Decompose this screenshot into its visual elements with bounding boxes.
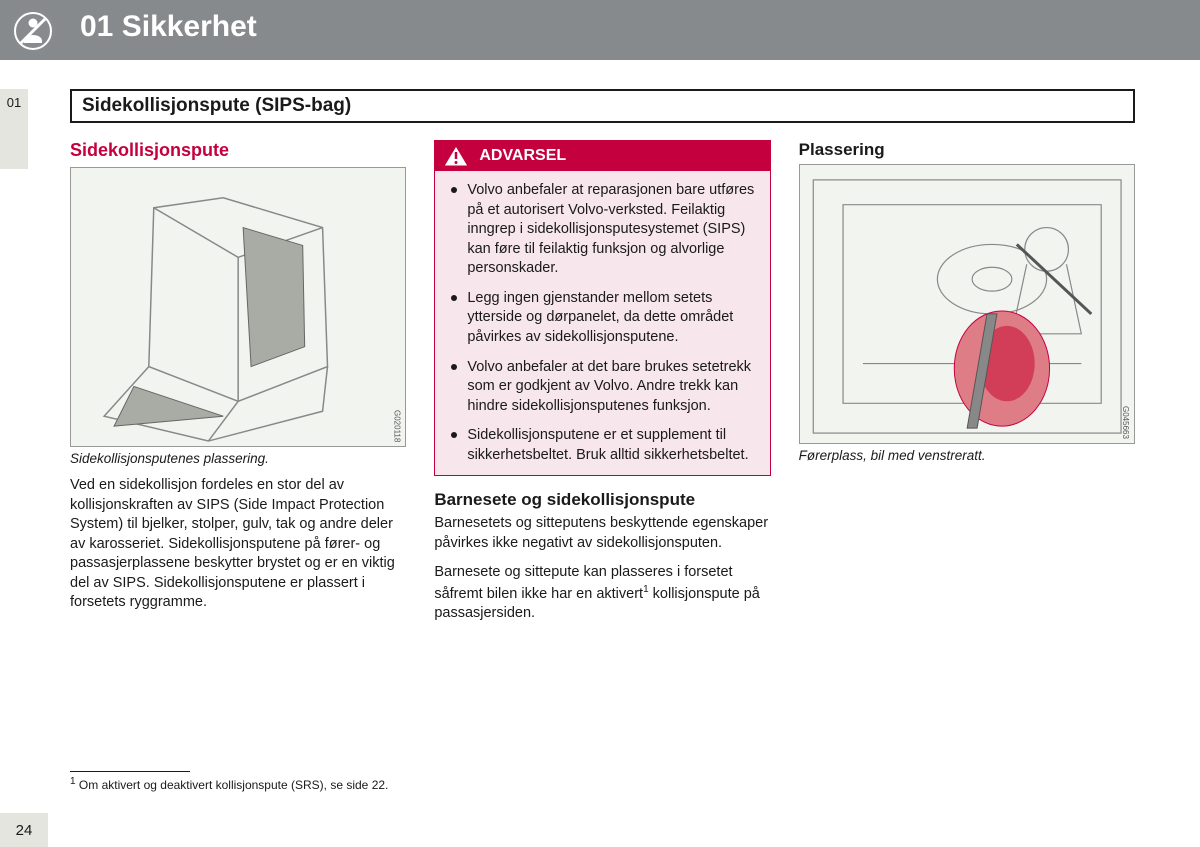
side-tab-label: 01 [7, 95, 21, 110]
page-number: 24 [0, 813, 48, 847]
figure-driver: G045663 [799, 164, 1135, 444]
chapter-header: 01 Sikkerhet [0, 0, 1200, 60]
figure1-code: G020118 [392, 410, 401, 442]
content-area: Sidekollisjonspute G020118 Sidekollisjon… [70, 140, 1135, 624]
footnote-marker: 1 [70, 776, 76, 787]
col3-heading: Plassering [799, 140, 1135, 160]
column-3: Plassering [799, 140, 1135, 624]
footnote-text: 1 Om aktivert og deaktivert kollisjonspu… [70, 778, 388, 792]
side-tab: 01 [0, 89, 28, 169]
warning-item: Volvo anbefaler at det bare brukes setet… [445, 358, 761, 417]
column-2: ADVARSEL Volvo anbefaler at reparasjonen… [434, 140, 770, 624]
col2-subheading: Barnesete og sidekollisjonspute [434, 490, 770, 510]
warning-box: ADVARSEL Volvo anbefaler at reparasjonen… [434, 140, 770, 476]
col1-heading: Sidekollisjonspute [70, 140, 406, 161]
col2-body2: Barnesete og sittepute kan plasseres i f… [434, 563, 770, 624]
footnote-rule [70, 771, 190, 772]
col1-body: Ved en sidekollisjon fordeles en stor de… [70, 476, 406, 613]
column-1: Sidekollisjonspute G020118 Sidekollisjon… [70, 140, 406, 624]
figure-seat: G020118 [70, 167, 406, 447]
warning-header: ADVARSEL [435, 141, 769, 171]
warning-item: Volvo anbefaler at reparasjonen bare utf… [445, 181, 761, 279]
warning-label: ADVARSEL [479, 147, 566, 165]
warning-item: Sidekollisjonsputene er et supplement ti… [445, 426, 761, 465]
footnote-block: 1 Om aktivert og deaktivert kollisjonspu… [70, 771, 388, 792]
figure1-caption: Sidekollisjonsputenes plassering. [70, 451, 406, 466]
warning-triangle-icon [443, 145, 469, 167]
figure2-caption: Førerplass, bil med venstreratt. [799, 448, 1135, 463]
warning-body: Volvo anbefaler at reparasjonen bare utf… [435, 171, 769, 475]
section-title: Sidekollisjonspute (SIPS-bag) [70, 89, 1135, 123]
chapter-title-text: Sikkerhet [122, 10, 257, 43]
chapter-title: 01 Sikkerhet [80, 10, 257, 44]
col2-body1: Barnesetets og sitteputens beskyttende e… [434, 514, 770, 553]
chapter-number-text: 01 [80, 10, 113, 43]
footnote-body: Om aktivert og deaktivert kollisjonspute… [79, 778, 388, 792]
figure2-code: G045663 [1121, 406, 1130, 439]
seatbelt-icon [10, 8, 56, 54]
warning-item: Legg ingen gjenstander mellom setets ytt… [445, 289, 761, 348]
